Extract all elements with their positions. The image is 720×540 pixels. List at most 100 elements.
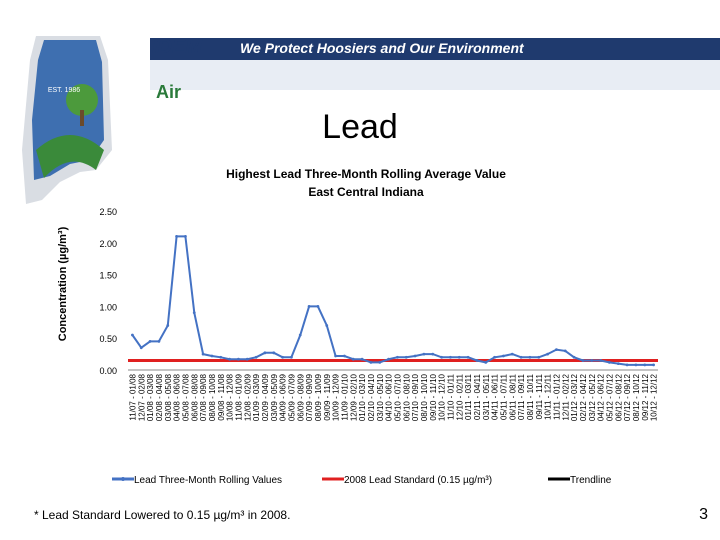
rolling-point — [572, 355, 576, 359]
x-tick-label: 07/11 - 09/11 — [517, 373, 526, 420]
y-axis-label: Concentration (µg/m³) — [57, 226, 69, 341]
rolling-point — [555, 348, 558, 352]
x-tick-label: 09/11 - 11/11 — [535, 373, 544, 419]
rolling-point — [166, 324, 170, 327]
x-tick-label: 06/10 - 08/10 — [402, 373, 411, 421]
rolling-point — [537, 355, 541, 359]
x-tick-label: 10/08 - 12/08 — [226, 373, 235, 421]
rolling-point — [404, 355, 408, 359]
y-tick-label: 2.00 — [99, 239, 117, 249]
rolling-point — [519, 355, 523, 359]
rolling-point — [316, 305, 320, 308]
brand-name: IDEM — [152, 36, 202, 58]
x-tick-label: 03/08 - 05/08 — [164, 373, 173, 421]
page-title: Lead — [322, 108, 398, 146]
rolling-point — [634, 363, 638, 367]
legend-label: Trendline — [570, 475, 612, 486]
rolling-point — [608, 360, 611, 364]
rolling-point — [563, 349, 567, 353]
rolling-point — [546, 352, 549, 356]
x-tick-label: 11/10 - 01/11 — [446, 373, 455, 420]
rolling-point — [502, 354, 505, 358]
rolling-point — [599, 359, 602, 362]
banner-strip-light — [150, 60, 720, 90]
rolling-point — [510, 352, 514, 356]
x-tick-label: 07/08 - 09/08 — [199, 373, 208, 421]
rolling-point — [625, 363, 629, 367]
rolling-point — [290, 355, 293, 359]
x-tick-label: 10/11 - 12/11 — [544, 373, 553, 420]
x-tick-label: 02/08 - 04/08 — [155, 373, 164, 421]
x-tick-label: 12/08 - 02/09 — [243, 373, 252, 421]
x-tick-label: 06/08 - 08/08 — [190, 373, 199, 421]
y-tick-label: 1.50 — [99, 271, 117, 281]
x-tick-label: 04/08 - 06/08 — [173, 373, 182, 421]
rolling-point — [528, 355, 532, 359]
x-tick-label: 10/09 - 12/09 — [332, 373, 341, 421]
y-tick-label: 1.00 — [99, 302, 117, 312]
indiana-logo-icon: EST. 1986 — [22, 36, 112, 204]
rolling-point — [192, 311, 196, 315]
y-tick-label: 0.00 — [99, 366, 117, 376]
x-tick-label: 09/12 - 11/12 — [641, 373, 650, 420]
rolling-point — [148, 339, 152, 343]
x-tick-label: 05/09 - 07/09 — [287, 373, 296, 421]
x-tick-label: 05/08 - 07/08 — [181, 373, 190, 421]
y-tick-label: 2.50 — [99, 207, 117, 217]
rolling-point — [157, 339, 161, 343]
x-tick-label: 03/09 - 05/09 — [270, 373, 279, 421]
x-tick-label: 09/10 - 11/10 — [429, 373, 438, 420]
rolling-point — [590, 359, 594, 362]
x-tick-label: 01/08 - 03/08 — [146, 373, 155, 421]
banner-strip — [150, 38, 720, 60]
rolling-point — [422, 352, 426, 356]
x-tick-label: 07/12 - 09/12 — [623, 373, 632, 421]
rolling-point — [281, 355, 284, 359]
x-tick-label: 03/11 - 05/11 — [482, 373, 491, 420]
rolling-point — [475, 359, 479, 362]
x-tick-label: 08/09 - 10/09 — [314, 373, 323, 421]
rolling-point — [413, 354, 417, 358]
rolling-point — [228, 357, 231, 361]
rolling-point — [493, 355, 496, 359]
x-tick-label: 06/12 - 08/12 — [614, 373, 623, 421]
rolling-point — [307, 305, 311, 308]
legend-marker — [121, 477, 125, 481]
x-tick-label: 12/09 - 02/10 — [349, 373, 358, 421]
x-tick-label: 01/12 - 03/12 — [570, 373, 579, 421]
x-tick-label: 10/10 - 12/10 — [438, 373, 447, 421]
rolling-point — [616, 362, 620, 366]
footnote: * Lead Standard Lowered to 0.15 µg/m³ in… — [34, 508, 291, 522]
rolling-point — [484, 360, 488, 364]
x-tick-label: 10/12 - 12/12 — [650, 373, 659, 421]
x-tick-label: 03/12 - 05/12 — [588, 373, 597, 421]
rolling-point — [449, 355, 452, 359]
chart-title: Highest Lead Three-Month Rolling Average… — [226, 167, 506, 181]
x-tick-label: 08/12 - 10/12 — [632, 373, 641, 421]
tagline: We Protect Hoosiers and Our Environment — [240, 40, 524, 56]
rolling-point — [139, 346, 143, 350]
x-tick-label: 02/12 - 04/12 — [579, 373, 588, 421]
rolling-point — [298, 333, 302, 337]
x-tick-label: 05/10 - 07/10 — [393, 373, 402, 421]
rolling-point — [396, 355, 399, 359]
x-tick-label: 08/10 - 10/10 — [420, 373, 429, 421]
x-tick-label: 02/09 - 04/09 — [261, 373, 270, 421]
x-tick-label: 04/09 - 06/09 — [279, 373, 288, 421]
section-label: Air — [156, 82, 182, 102]
x-tick-label: 12/10 - 02/11 — [455, 373, 464, 420]
x-tick-label: 01/09 - 03/09 — [252, 373, 261, 421]
x-tick-label: 06/09 - 08/09 — [296, 373, 305, 421]
rolling-point — [351, 357, 355, 361]
rolling-point — [263, 351, 267, 355]
rolling-point — [325, 324, 329, 327]
x-tick-label: 05/11 - 07/11 — [499, 373, 508, 420]
rolling-point — [581, 359, 585, 362]
rolling-point — [175, 235, 178, 238]
rolling-point — [387, 357, 390, 361]
rolling-point — [466, 355, 470, 359]
x-tick-label: 04/10 - 06/10 — [385, 373, 394, 421]
rolling-point — [219, 355, 223, 359]
x-tick-label: 02/11 - 04/11 — [473, 373, 482, 420]
legend-label: 2008 Lead Standard (0.15 µg/m³) — [344, 475, 492, 486]
